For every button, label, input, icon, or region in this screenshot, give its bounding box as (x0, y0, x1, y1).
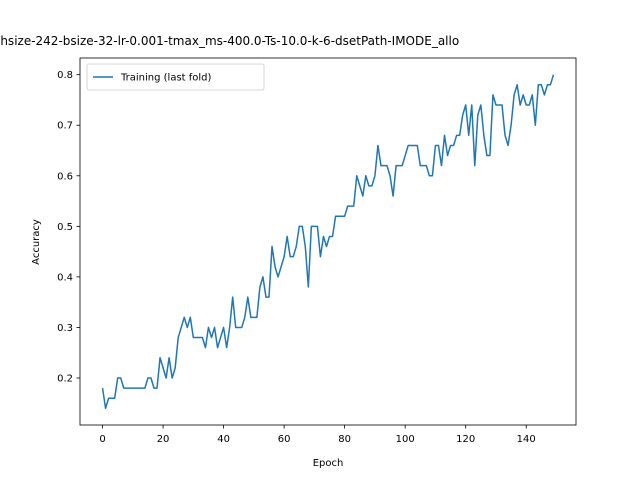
legend-label: Training (last fold) (120, 73, 212, 84)
y-tick-label: 0.8 (57, 70, 73, 81)
x-tick-label: 120 (456, 434, 475, 445)
x-tick-label: 40 (217, 434, 230, 445)
x-tick-label: 0 (99, 434, 105, 445)
x-tick-label: 140 (517, 434, 536, 445)
y-tick-label: 0.2 (57, 373, 73, 384)
y-tick-label: 0.3 (57, 323, 73, 334)
legend-box (86, 63, 265, 91)
chart-title: -hsize-242-bsize-32-lr-0.001-tmax_ms-400… (0, 34, 459, 48)
x-tick-label: 60 (278, 434, 291, 445)
x-axis-label: Epoch (313, 458, 344, 469)
x-tick-label: 80 (338, 434, 351, 445)
y-tick-label: 0.6 (57, 171, 73, 182)
x-tick-label: 100 (396, 434, 415, 445)
data-line (101, 74, 555, 410)
y-tick-label: 0.7 (57, 121, 73, 132)
x-tick-label: 20 (157, 434, 170, 445)
y-axis-label: Accuracy (31, 219, 42, 265)
y-tick-label: 0.5 (57, 222, 73, 233)
plot-frame (79, 57, 577, 426)
y-tick-label: 0.4 (57, 272, 73, 283)
